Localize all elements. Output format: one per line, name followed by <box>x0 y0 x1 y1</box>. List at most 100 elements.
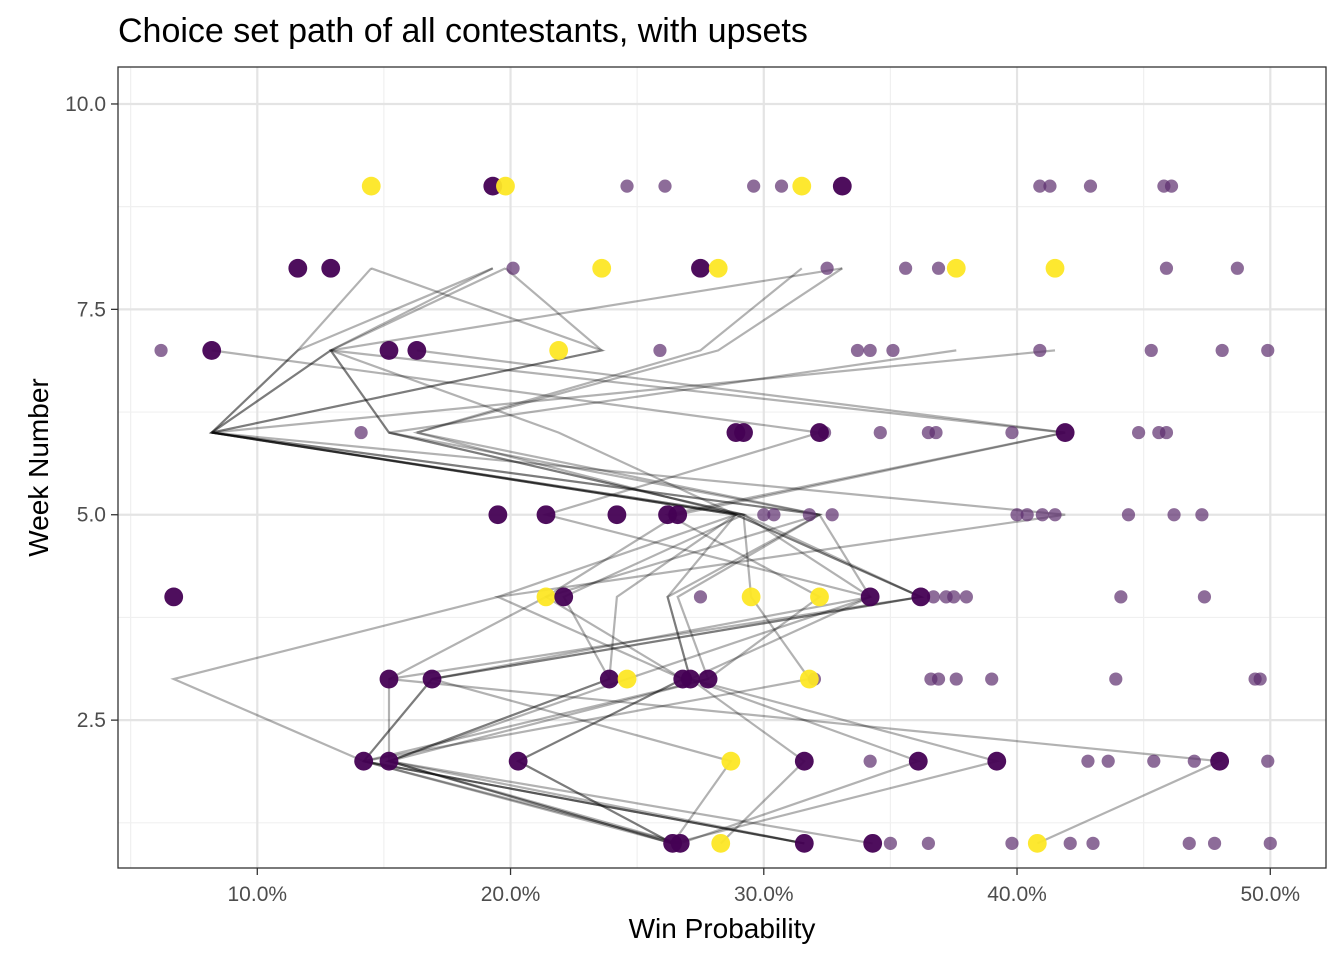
upset-point <box>799 669 819 689</box>
unchosen-point <box>1131 425 1146 440</box>
upset-point <box>549 341 569 360</box>
chosen-point <box>680 669 700 689</box>
chosen-point <box>860 587 880 607</box>
chosen-point <box>863 833 883 853</box>
upset-point <box>1027 833 1047 853</box>
chosen-point <box>698 669 718 689</box>
unchosen-point <box>1164 179 1179 193</box>
unchosen-point <box>1114 590 1128 604</box>
chosen-point <box>832 176 852 196</box>
unchosen-point <box>1043 179 1057 193</box>
contestant-path <box>211 267 1002 845</box>
y-axis-title: Week Number <box>23 378 54 556</box>
chosen-point <box>488 505 508 525</box>
contestant-path <box>209 267 1066 845</box>
unchosen-point <box>1020 508 1034 522</box>
unchosen-point <box>929 425 943 440</box>
unchosen-point <box>926 590 941 604</box>
x-tick-label: 10.0% <box>228 883 288 906</box>
chosen-point <box>908 751 928 771</box>
unchosen-point <box>1159 261 1174 275</box>
upset-point <box>1045 258 1065 278</box>
axes: 10.0% 20.0% 30.0% 40.0% 50.0% 2.5 5.0 7.5 10.0 <box>65 93 1300 906</box>
unchosen-point <box>802 508 816 522</box>
unchosen-point <box>873 425 887 440</box>
upset-point <box>810 587 829 607</box>
chosen-point <box>987 751 1007 771</box>
contestant-path <box>208 267 820 845</box>
chosen-point <box>422 669 442 689</box>
unchosen-point <box>985 672 999 686</box>
unchosen-point <box>820 261 834 275</box>
y-tick-label: 5.0 <box>77 504 106 527</box>
unchosen-point <box>1109 672 1123 686</box>
unchosen-point <box>1081 754 1095 768</box>
upset-point <box>592 258 612 278</box>
unchosen-point <box>1010 508 1024 522</box>
unchosen-point <box>1195 508 1209 522</box>
unchosen-point <box>354 425 368 440</box>
chosen-point <box>794 751 814 771</box>
chosen-point <box>734 423 753 442</box>
x-axis-title: Win Probability <box>629 913 816 944</box>
unchosen-point <box>931 261 946 275</box>
y-tick-label: 2.5 <box>77 709 106 732</box>
path-lines <box>170 267 1224 845</box>
unchosen-point <box>620 179 634 193</box>
unchosen-point <box>1121 508 1136 522</box>
chosen-point <box>1055 423 1075 442</box>
chosen-point <box>554 587 574 607</box>
chosen-point <box>354 751 374 771</box>
unchosen-point <box>1086 836 1100 850</box>
upset-point <box>711 833 731 853</box>
chosen-point <box>668 505 688 525</box>
contestant-path <box>330 349 1224 845</box>
contestant-path <box>416 267 922 845</box>
unchosen-point <box>1083 179 1098 193</box>
unchosen-point <box>1144 343 1158 358</box>
chosen-point <box>1210 751 1230 771</box>
contestant-path <box>384 267 873 845</box>
unchosen-point <box>1261 754 1275 768</box>
chosen-point <box>691 258 710 278</box>
unchosen-point <box>947 590 961 604</box>
upset-point <box>946 258 966 278</box>
unchosen-point <box>774 179 789 193</box>
unchosen-point <box>921 836 935 850</box>
unchosen-point <box>825 508 839 522</box>
chosen-point <box>288 258 308 278</box>
chosen-points <box>164 176 1230 853</box>
chart-title: Choice set path of all contestants, with… <box>118 12 808 50</box>
chosen-point <box>407 341 427 360</box>
unchosen-point <box>1033 179 1047 193</box>
unchosen-point <box>1005 425 1019 440</box>
unchosen-point <box>767 508 781 522</box>
chosen-point <box>607 505 627 525</box>
chosen-point <box>379 669 399 689</box>
x-tick-label: 40.0% <box>987 883 1047 906</box>
contestant-path <box>328 267 873 845</box>
unchosen-point <box>863 343 877 358</box>
unchosen-point <box>506 261 520 275</box>
upset-point <box>741 587 761 607</box>
unchosen-point <box>899 261 913 275</box>
chosen-point <box>911 587 931 607</box>
y-tick-label: 7.5 <box>77 298 106 321</box>
unchosen-point <box>1167 508 1181 522</box>
grid <box>118 67 1326 868</box>
unchosen-points <box>154 179 1277 850</box>
unchosen-point <box>1230 261 1244 275</box>
unchosen-point <box>1048 508 1062 522</box>
chosen-point <box>670 833 690 853</box>
unchosen-point <box>949 672 963 686</box>
chosen-point <box>536 505 556 525</box>
contestant-path <box>329 267 812 845</box>
unchosen-point <box>931 672 946 686</box>
chosen-point <box>508 751 528 771</box>
unchosen-point <box>653 343 667 358</box>
unchosen-point <box>1261 343 1275 358</box>
unchosen-point <box>1207 836 1222 850</box>
unchosen-point <box>1005 836 1019 850</box>
upset-point <box>496 176 515 196</box>
